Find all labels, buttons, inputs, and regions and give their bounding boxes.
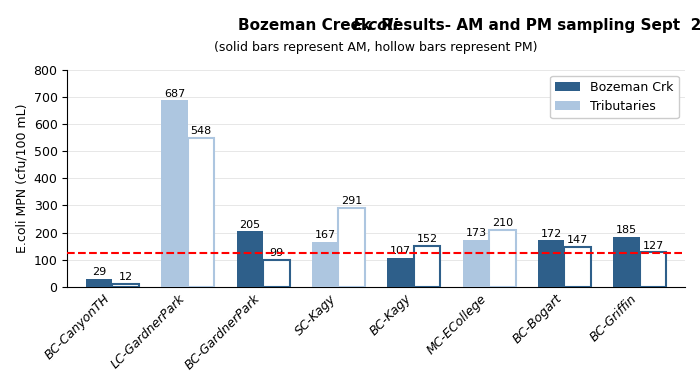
Bar — [188, 138, 214, 287]
Text: 173: 173 — [466, 228, 486, 238]
Bar — [538, 240, 564, 287]
Text: 205: 205 — [239, 220, 260, 229]
Bar — [414, 246, 440, 287]
Bar — [463, 240, 489, 287]
Y-axis label: E.coli MPN (cfu/100 mL): E.coli MPN (cfu/100 mL) — [15, 104, 28, 253]
Text: 185: 185 — [616, 225, 637, 235]
Bar — [162, 100, 188, 287]
Bar — [613, 237, 640, 287]
Bar — [263, 260, 290, 287]
Bar — [640, 252, 666, 287]
Text: 152: 152 — [416, 234, 438, 244]
Text: 127: 127 — [643, 241, 664, 251]
Bar — [86, 279, 113, 287]
Text: 107: 107 — [390, 246, 411, 256]
Text: 687: 687 — [164, 89, 186, 99]
Text: 167: 167 — [315, 230, 336, 240]
Bar — [489, 230, 515, 287]
Legend: Bozeman Crk, Tributaries: Bozeman Crk, Tributaries — [550, 76, 679, 118]
Text: (solid bars represent AM, hollow bars represent PM): (solid bars represent AM, hollow bars re… — [214, 41, 538, 55]
Bar — [387, 258, 414, 287]
Text: 172: 172 — [540, 229, 562, 239]
Text: 210: 210 — [492, 218, 513, 228]
Text: 548: 548 — [190, 127, 211, 137]
Bar — [564, 247, 591, 287]
Bar — [113, 284, 139, 287]
Text: 12: 12 — [118, 272, 133, 282]
Text: E.coli: E.coli — [353, 18, 399, 33]
Text: 147: 147 — [567, 235, 588, 245]
Text: Results- AM and PM sampling Sept  24, 2013: Results- AM and PM sampling Sept 24, 201… — [376, 18, 700, 33]
Bar — [312, 241, 339, 287]
Bar — [237, 231, 263, 287]
Text: 291: 291 — [341, 196, 363, 206]
Text: 99: 99 — [270, 248, 284, 259]
Text: 29: 29 — [92, 267, 106, 277]
Text: Bozeman Creek: Bozeman Creek — [238, 18, 376, 33]
Bar — [339, 208, 365, 287]
